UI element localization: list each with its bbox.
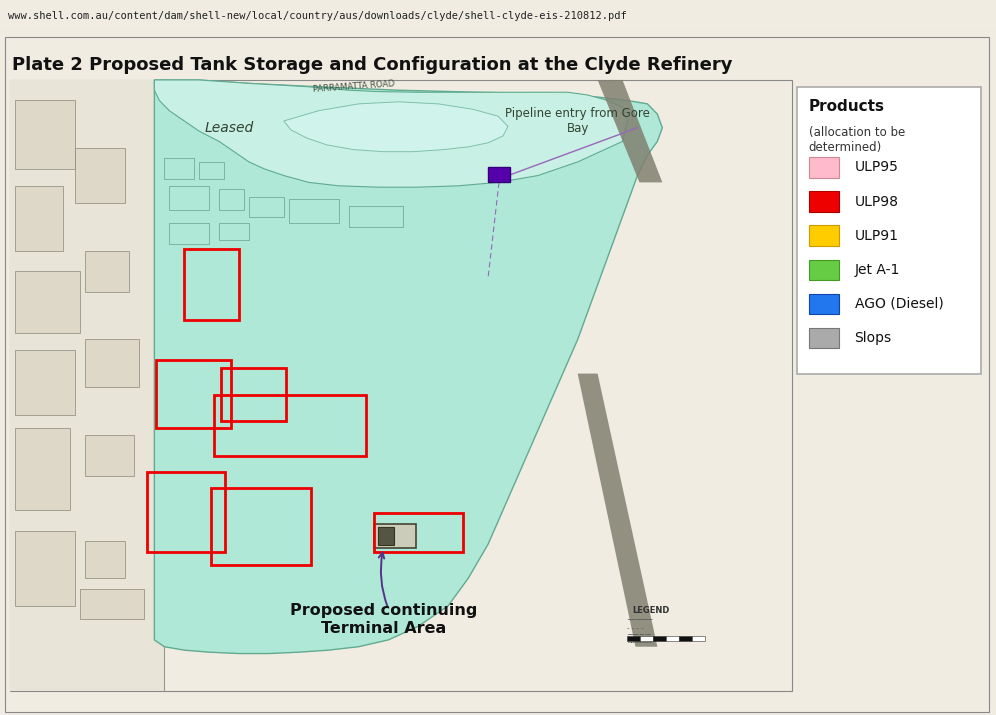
Text: ──────: ────── [627, 617, 653, 623]
Text: LEGEND: LEGEND [632, 606, 670, 615]
Bar [10, 80, 792, 691]
Bar [169, 223, 209, 244]
Bar [627, 636, 640, 641]
Bar [679, 636, 692, 641]
Bar [15, 428, 70, 511]
Bar [809, 294, 839, 314]
Bar [692, 636, 705, 641]
Polygon shape [154, 80, 662, 654]
Bar [15, 271, 80, 332]
Bar [184, 249, 239, 320]
Bar [809, 328, 839, 348]
Bar [221, 368, 286, 421]
Bar [219, 189, 244, 209]
Polygon shape [598, 80, 662, 182]
Bar [85, 435, 134, 476]
Bar [488, 167, 510, 182]
Text: (allocation to be
determined): (allocation to be determined) [809, 127, 905, 154]
Bar [15, 186, 63, 251]
Bar [809, 225, 839, 246]
Bar [289, 199, 339, 223]
Bar [809, 157, 839, 177]
Text: ULP98: ULP98 [855, 194, 898, 209]
Text: www.shell.com.au/content/dam/shell-new/local/country/aus/downloads/clyde/shell-c: www.shell.com.au/content/dam/shell-new/l… [8, 11, 626, 21]
Bar [15, 350, 75, 415]
Bar [666, 636, 679, 641]
Bar [809, 260, 839, 280]
Polygon shape [284, 102, 508, 152]
Bar [378, 527, 394, 545]
Bar [653, 636, 666, 641]
Bar [75, 148, 124, 203]
Bar [10, 80, 164, 691]
Text: Pipeline entry from Gore
Bay: Pipeline entry from Gore Bay [505, 107, 650, 135]
Text: Proposed continuing
Terminal Area: Proposed continuing Terminal Area [290, 603, 477, 636]
Text: PARRAMATTA ROAD: PARRAMATTA ROAD [313, 79, 394, 94]
Text: Products: Products [809, 99, 884, 114]
Bar [80, 588, 144, 619]
Bar [214, 395, 366, 455]
Text: AGO (Diesel): AGO (Diesel) [855, 297, 943, 311]
Bar [349, 207, 403, 227]
Bar [211, 488, 311, 565]
Bar [15, 100, 75, 169]
Text: Leased: Leased [204, 121, 254, 134]
Text: Plate 2 Proposed Tank Storage and Configuration at the Clyde Refinery: Plate 2 Proposed Tank Storage and Config… [12, 56, 732, 74]
Bar [85, 541, 124, 578]
Bar [156, 360, 231, 428]
Bar [249, 197, 284, 217]
Bar [219, 223, 249, 240]
Bar [640, 636, 653, 641]
Polygon shape [154, 80, 627, 187]
FancyBboxPatch shape [797, 87, 981, 374]
Polygon shape [578, 374, 657, 646]
Bar [85, 340, 139, 388]
Text: Slops: Slops [855, 331, 891, 345]
Bar [15, 531, 75, 606]
Bar [164, 159, 194, 179]
Bar [374, 525, 416, 548]
Bar [374, 513, 463, 553]
Bar [169, 186, 209, 209]
Text: ULP91: ULP91 [855, 229, 898, 242]
Text: Jet A-1: Jet A-1 [855, 263, 900, 277]
Bar [147, 472, 225, 553]
Text: ┄┄┄┄┄┄: ┄┄┄┄┄┄ [627, 640, 653, 646]
Text: ULP95: ULP95 [855, 160, 898, 174]
Text: ─·─·─·─: ─·─·─·─ [627, 632, 651, 638]
Bar [199, 162, 224, 179]
Text: - - - -: - - - - [627, 625, 644, 631]
Bar [809, 192, 839, 212]
Bar [85, 251, 129, 292]
